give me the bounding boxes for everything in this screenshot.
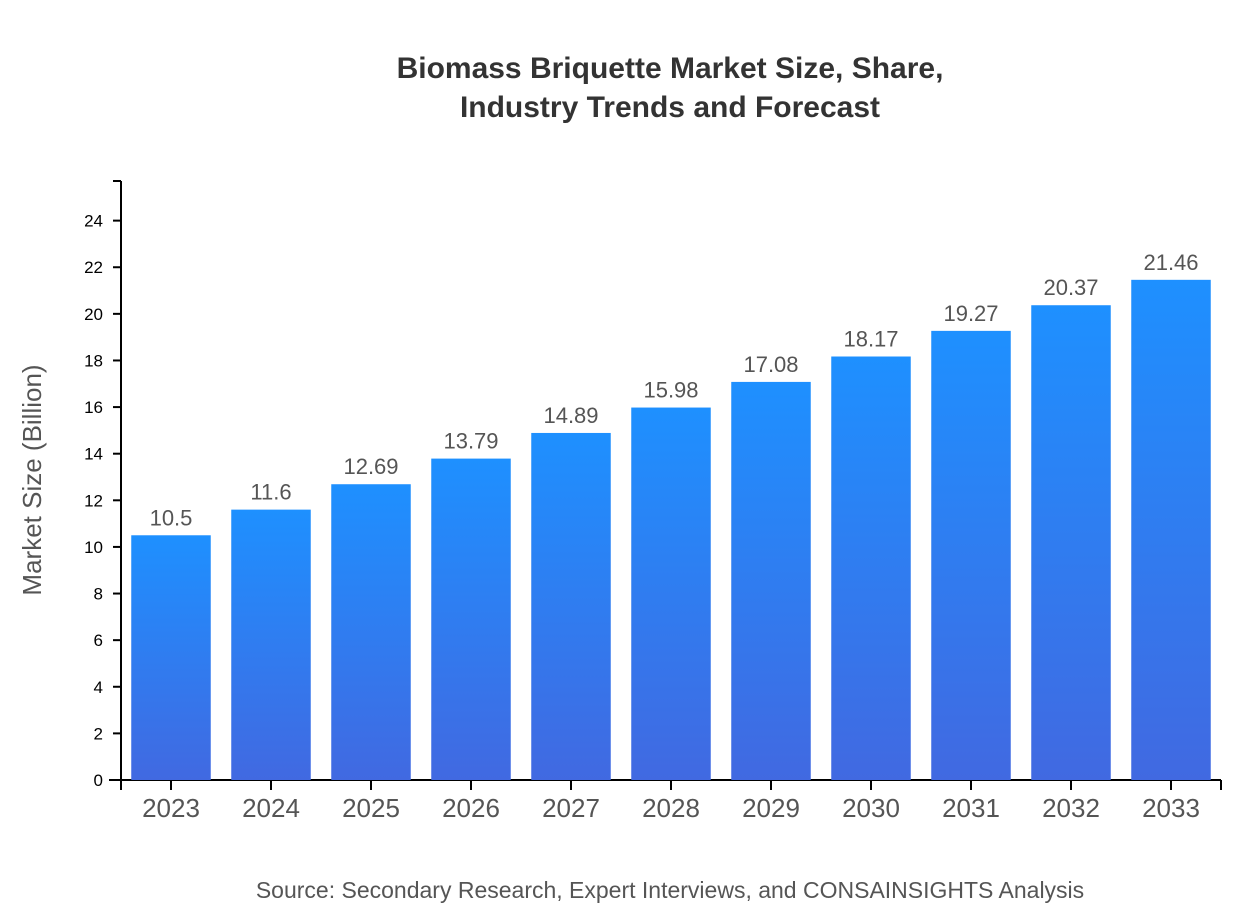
data-label-2027: 14.89: [543, 403, 598, 428]
y-axis-label: Market Size (Billion): [17, 364, 47, 595]
x-tick-label-2025: 2025: [342, 793, 400, 823]
y-tick-label: 14: [84, 445, 103, 464]
y-tick-label: 18: [84, 351, 103, 370]
y-tick-label: 2: [94, 724, 103, 743]
y-tick-label: 22: [84, 258, 103, 277]
data-label-2028: 15.98: [643, 378, 698, 403]
y-tick-label: 20: [84, 305, 103, 324]
y-tick-label: 6: [94, 631, 103, 650]
x-tick-label-2023: 2023: [142, 793, 200, 823]
bar-2030: [831, 356, 911, 780]
y-tick-label: 10: [84, 538, 103, 557]
x-tick-label-2031: 2031: [942, 793, 1000, 823]
bar-2033: [1131, 279, 1211, 780]
bar-2029: [731, 381, 811, 780]
data-label-2025: 12.69: [343, 454, 398, 479]
x-tick-label-2030: 2030: [842, 793, 900, 823]
data-label-2030: 18.17: [843, 327, 898, 352]
data-label-2032: 20.37: [1043, 275, 1098, 300]
bar-2026: [431, 458, 511, 780]
bar-2025: [331, 484, 411, 780]
y-tick-label: 12: [84, 491, 103, 510]
bar-2031: [931, 330, 1011, 780]
bar-2027: [531, 432, 611, 780]
x-tick-label-2024: 2024: [242, 793, 300, 823]
y-tick-label: 16: [84, 398, 103, 417]
x-tick-label-2028: 2028: [642, 793, 700, 823]
y-tick-label: 24: [84, 212, 103, 231]
data-label-2031: 19.27: [943, 301, 998, 326]
data-label-2033: 21.46: [1143, 250, 1198, 275]
y-tick-label: 8: [94, 585, 103, 604]
x-tick-label-2033: 2033: [1142, 793, 1200, 823]
data-label-2024: 11.6: [250, 480, 291, 505]
x-tick-label-2029: 2029: [742, 793, 800, 823]
chart-title-line-2: Industry Trends and Forecast: [459, 91, 881, 124]
chart-title-line-1: Biomass Briquette Market Size, Share,: [396, 52, 944, 85]
y-tick-label: 0: [94, 771, 103, 790]
x-tick-label-2026: 2026: [442, 793, 500, 823]
y-tick-label: 4: [94, 678, 103, 697]
bar-2023: [131, 535, 211, 780]
x-tick-label-2032: 2032: [1042, 793, 1100, 823]
x-tick-label-2027: 2027: [542, 793, 600, 823]
data-label-2029: 17.08: [743, 352, 798, 377]
source-note: Source: Secondary Research, Expert Inter…: [255, 877, 1085, 903]
bar-2032: [1031, 305, 1111, 780]
bar-2024: [231, 509, 311, 780]
bar-2028: [631, 407, 711, 780]
data-label-2026: 13.79: [443, 429, 498, 454]
data-label-2023: 10.5: [150, 505, 193, 530]
